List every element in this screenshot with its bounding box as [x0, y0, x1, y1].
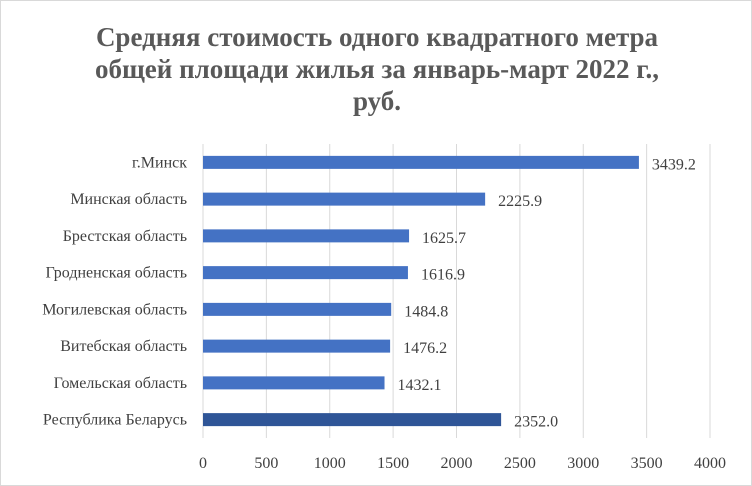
bars — [203, 155, 639, 427]
category-label: Гродненская область — [46, 265, 187, 282]
x-tick-label: 2000 — [441, 455, 473, 472]
data-labels: 3439.2 2225.9 1625.7 1616.9 1484.8 1476.2 1432… — [398, 156, 696, 430]
x-tick-label: 1000 — [314, 455, 346, 472]
bar — [203, 376, 385, 390]
x-tick-label: 1500 — [377, 455, 409, 472]
data-label: 2352.0 — [514, 414, 558, 431]
bar — [203, 229, 410, 243]
category-labels: г.Минск Минская область Брестская область Г… — [42, 154, 187, 428]
bar — [203, 339, 391, 353]
data-label: 1616.9 — [421, 267, 465, 284]
category-label: Могилевская область — [42, 301, 187, 318]
data-label: 3439.2 — [652, 156, 696, 173]
x-tick-label: 0 — [199, 455, 207, 472]
bar — [203, 192, 486, 206]
category-label: Гомельская область — [54, 375, 187, 392]
bar — [203, 302, 392, 316]
x-tick-label: 2500 — [504, 455, 536, 472]
x-tick-label: 3000 — [567, 455, 599, 472]
bar — [203, 155, 639, 169]
x-tick-label: 4000 — [694, 455, 726, 472]
bar — [203, 413, 502, 427]
data-label: 1625.7 — [422, 230, 466, 247]
data-label: 1476.2 — [403, 340, 447, 357]
category-label: г.Минск — [132, 154, 187, 171]
x-tick-label: 500 — [254, 455, 278, 472]
data-label: 1484.8 — [404, 303, 448, 320]
data-label: 2225.9 — [498, 193, 542, 210]
category-label: Республика Беларусь — [43, 412, 187, 429]
data-label: 1432.1 — [398, 377, 442, 394]
category-label: Минская область — [70, 191, 187, 208]
bar — [203, 266, 408, 280]
chart-title: Средняя стоимость одного квадратного мет… — [95, 22, 659, 116]
category-label: Брестская область — [63, 228, 187, 245]
x-tick-label: 3500 — [631, 455, 663, 472]
x-tick-labels: 0 500 1000 1500 2000 2500 3000 3500 4000 — [199, 455, 726, 472]
grid-lines — [202, 144, 711, 438]
category-label: Витебская область — [60, 338, 187, 355]
